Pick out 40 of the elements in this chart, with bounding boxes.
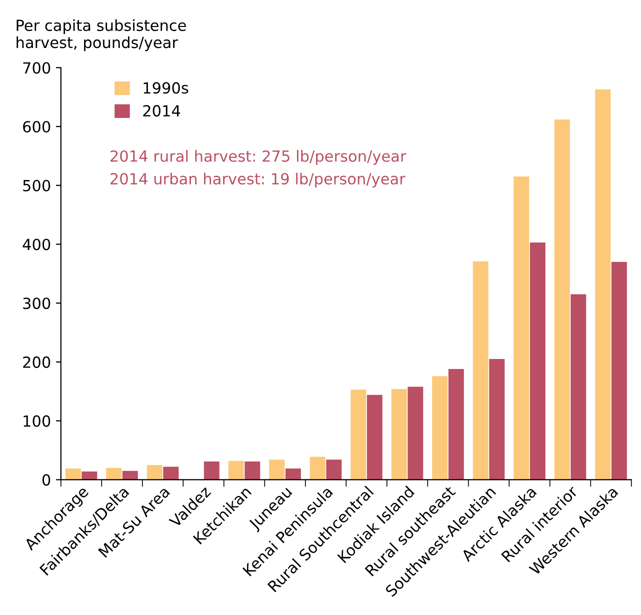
y-tick-label: 200: [23, 356, 50, 368]
legend-label: 2014: [143, 105, 180, 117]
bar: [611, 262, 627, 480]
bar: [65, 468, 81, 480]
y-tick-label: 700: [23, 62, 50, 74]
y-tick-label: 500: [23, 180, 50, 192]
bar: [366, 394, 382, 480]
bar: [228, 460, 244, 480]
bar: [163, 466, 179, 480]
legend-label: 1990s: [144, 82, 188, 94]
bar: [350, 390, 366, 480]
annotation: 2014 rural harvest: 275 lb/person/year: [110, 150, 406, 165]
bar: [489, 359, 505, 480]
bar: [285, 468, 301, 480]
bar: [432, 376, 448, 480]
annotation: 2014 urban harvest: 19 lb/person/year: [110, 172, 406, 188]
bar: [204, 461, 220, 480]
bar: [595, 89, 611, 480]
bar: [448, 369, 464, 480]
bar: [82, 471, 98, 480]
y-tick-label: 100: [24, 415, 50, 427]
bar: [570, 294, 586, 480]
bar: [269, 460, 285, 480]
bar: [146, 464, 162, 480]
y-tick-label: 400: [22, 238, 50, 250]
bar: [122, 470, 138, 480]
bar: [530, 242, 546, 480]
bar: [310, 456, 326, 480]
y-axis-title: Per capita subsistence harvest, pounds/year: [16, 19, 186, 52]
bar: [326, 460, 342, 480]
bar: [106, 468, 122, 480]
y-tick-label: 0: [42, 474, 50, 486]
y-tick-label: 300: [23, 298, 50, 310]
bar: [244, 461, 260, 480]
bar: [408, 386, 424, 480]
bar: [472, 261, 488, 480]
bar: [554, 119, 570, 480]
bar: [391, 389, 407, 480]
bar: [514, 176, 530, 480]
y-tick-label: 600: [23, 120, 50, 133]
